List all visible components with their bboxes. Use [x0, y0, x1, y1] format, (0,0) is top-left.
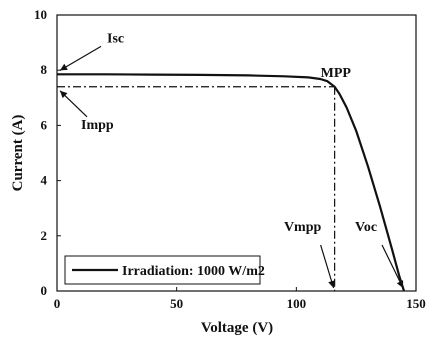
annotation-labels: Isc Impp MPP Vmpp Voc	[81, 31, 377, 235]
vmpp-arrow-shaft	[320, 244, 335, 289]
ticks: 0 50 100 150 0 2 4 6 8 10	[34, 7, 426, 311]
y-tick-label: 4	[41, 173, 48, 188]
y-tick-label: 10	[34, 7, 47, 22]
y-axis-title: Current (A)	[10, 115, 26, 192]
y-tick-label: 8	[41, 62, 48, 77]
impp-annotation-label: Impp	[81, 118, 114, 133]
series-layer	[57, 73, 406, 292]
vmpp-annotation-label: Vmpp	[284, 220, 322, 235]
y-tick-label: 2	[41, 228, 48, 243]
x-tick-label: 100	[287, 296, 307, 311]
legend-label: Irradiation: 1000 W/m2	[122, 264, 265, 279]
legend: Irradiation: 1000 W/m2	[64, 255, 265, 285]
x-tick-label: 0	[54, 296, 61, 311]
isc-arrow-head	[60, 63, 68, 71]
isc-annotation-label: Isc	[107, 31, 124, 46]
mpp-annotation-label: MPP	[321, 66, 352, 81]
voc-annotation-label: Voc	[355, 220, 377, 235]
voc-arrow-shaft	[381, 244, 404, 289]
x-axis-title: Voltage (V)	[201, 320, 273, 336]
series-line	[57, 73, 406, 292]
isc-arrow-shaft	[59, 45, 102, 71]
vmpp-arrow-head	[328, 280, 335, 288]
y-tick-label: 0	[41, 283, 48, 298]
y-tick-label: 6	[41, 117, 48, 132]
impp-arrow-head	[60, 90, 68, 99]
x-tick-label: 50	[170, 296, 183, 311]
mpp-guide-lines	[57, 86, 336, 291]
plot-frame	[56, 14, 417, 292]
annotation-arrows	[59, 45, 404, 289]
x-tick-label: 150	[406, 296, 426, 311]
voc-arrow-head	[396, 280, 404, 288]
